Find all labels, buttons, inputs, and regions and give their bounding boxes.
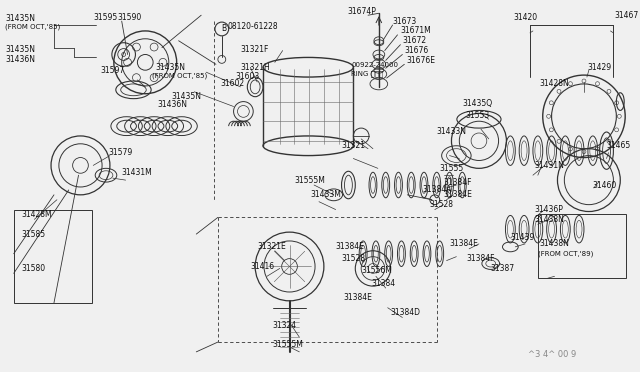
Text: 31428M: 31428M	[22, 210, 52, 219]
Text: ^3 4^ 00 9: ^3 4^ 00 9	[528, 350, 576, 359]
Text: (FROM OCT,'85): (FROM OCT,'85)	[152, 73, 207, 79]
Text: 31553: 31553	[465, 111, 490, 120]
Circle shape	[215, 22, 228, 36]
Text: 31467: 31467	[614, 11, 639, 20]
Text: 31435N: 31435N	[5, 45, 35, 54]
Text: 31595: 31595	[93, 13, 118, 22]
Text: 31429: 31429	[587, 63, 611, 72]
Text: 31602: 31602	[221, 80, 245, 89]
Text: (FROM OCT,'85): (FROM OCT,'85)	[5, 24, 60, 30]
Text: 31555: 31555	[440, 164, 464, 173]
Text: 31436N: 31436N	[5, 55, 35, 64]
Text: 31431N: 31431N	[535, 161, 564, 170]
Text: 31676E: 31676E	[406, 56, 435, 65]
Text: 31436P: 31436P	[534, 205, 563, 214]
Text: 31384F: 31384F	[466, 254, 495, 263]
Text: 31321H: 31321H	[241, 63, 270, 72]
Text: 31671M: 31671M	[401, 26, 431, 35]
Text: 31676: 31676	[404, 46, 429, 55]
Text: 31384E: 31384E	[444, 190, 472, 199]
Text: 31420: 31420	[513, 13, 537, 22]
Text: 31435N: 31435N	[155, 63, 185, 72]
Text: 31384A: 31384A	[422, 185, 451, 195]
Text: 31433M: 31433M	[310, 190, 341, 199]
Text: 31387: 31387	[491, 264, 515, 273]
Text: 31465: 31465	[607, 141, 631, 150]
Text: 31435N: 31435N	[172, 92, 202, 101]
Text: 31384E: 31384E	[335, 242, 365, 251]
Text: RING リング: RING リング	[351, 71, 384, 77]
Text: 31460: 31460	[593, 180, 617, 189]
Text: 31673: 31673	[392, 17, 417, 26]
Text: 31384E: 31384E	[344, 294, 372, 302]
Text: 31590: 31590	[118, 13, 142, 22]
Text: B: B	[221, 25, 227, 33]
Text: 31435N: 31435N	[5, 14, 35, 23]
Text: 31384E: 31384E	[449, 240, 478, 248]
Text: 31384F: 31384F	[444, 177, 472, 187]
Text: 31528: 31528	[342, 254, 365, 263]
Text: 31433N: 31433N	[436, 126, 467, 135]
Bar	[13, 209, 92, 303]
Text: 31324: 31324	[273, 321, 297, 330]
Text: 31321: 31321	[342, 141, 365, 150]
Text: 00922-24000: 00922-24000	[351, 62, 398, 68]
Text: 31674P: 31674P	[348, 7, 376, 16]
Text: 31384D: 31384D	[390, 308, 420, 317]
Text: 31555M: 31555M	[294, 176, 325, 185]
Text: 31428N: 31428N	[540, 80, 570, 89]
Text: 31555M: 31555M	[273, 340, 304, 350]
Text: 31579: 31579	[108, 148, 132, 157]
Text: 31321F: 31321F	[241, 45, 269, 54]
Text: 31580: 31580	[22, 264, 45, 273]
Text: (FROM OCT,'89): (FROM OCT,'89)	[538, 250, 593, 257]
Bar	[538, 215, 626, 278]
Text: 31585: 31585	[22, 230, 45, 238]
Text: 31597: 31597	[100, 66, 124, 75]
Text: 31603: 31603	[236, 71, 260, 81]
Text: 31672: 31672	[403, 36, 426, 45]
Text: 31321E: 31321E	[257, 242, 286, 251]
Text: 31431M: 31431M	[122, 168, 152, 177]
Text: 31416: 31416	[250, 262, 275, 271]
Text: 31528: 31528	[430, 200, 454, 209]
Text: 31435Q: 31435Q	[462, 99, 492, 108]
Text: 31438N: 31438N	[540, 240, 570, 248]
Text: 31436N: 31436N	[157, 100, 187, 109]
Text: 31438N: 31438N	[534, 215, 564, 224]
Text: 08120-61228: 08120-61228	[228, 22, 278, 31]
Text: 31556M: 31556M	[361, 266, 392, 275]
Text: 31439: 31439	[510, 232, 534, 241]
Text: 31384: 31384	[371, 279, 395, 288]
